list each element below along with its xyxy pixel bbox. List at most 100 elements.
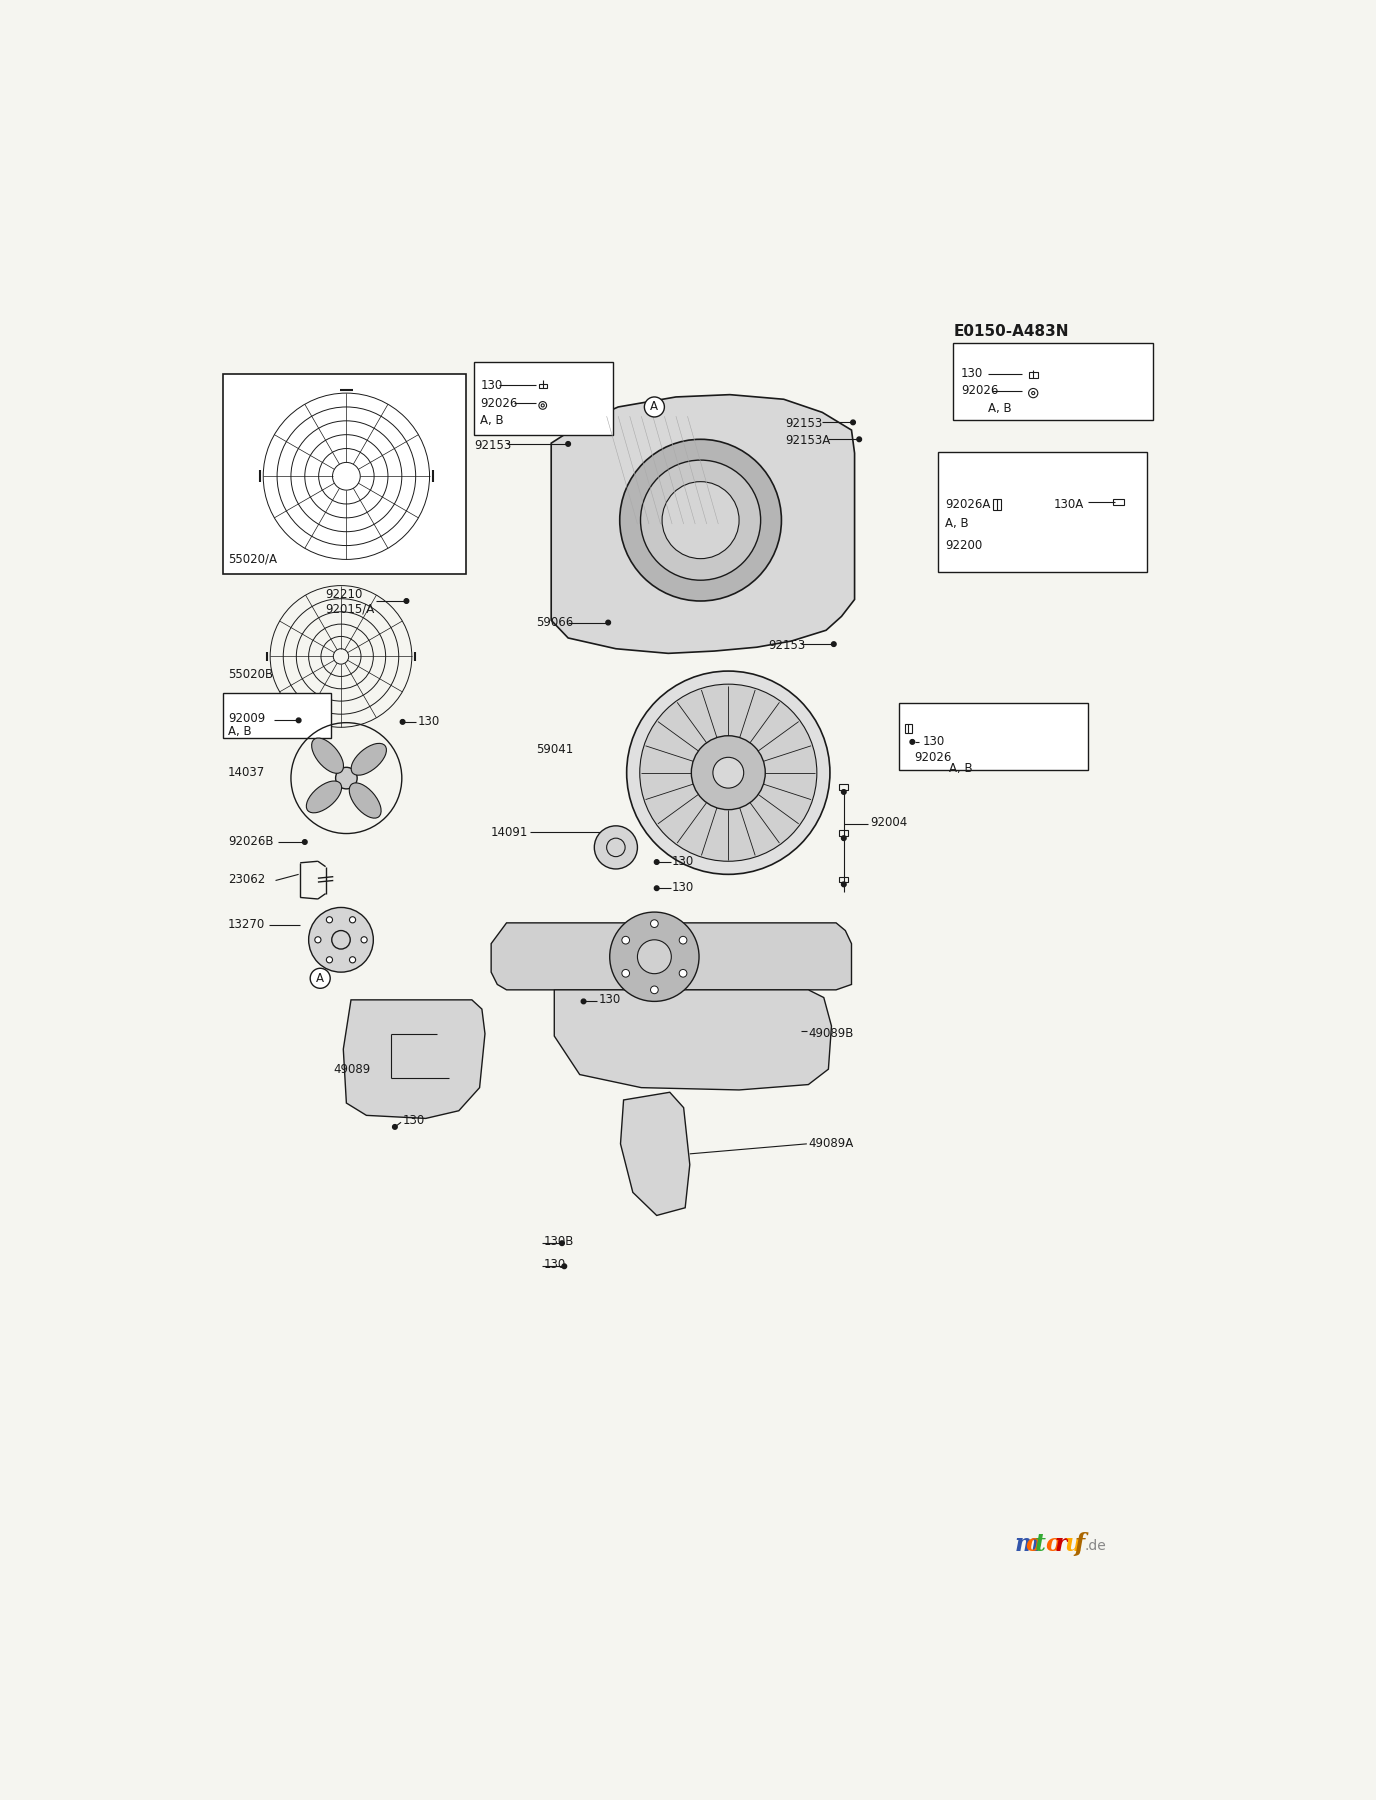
Circle shape xyxy=(713,758,743,788)
Circle shape xyxy=(336,767,358,788)
Bar xyxy=(223,693,332,738)
Text: 130: 130 xyxy=(922,734,944,747)
Bar xyxy=(475,362,612,436)
Text: A, B: A, B xyxy=(949,763,973,776)
Circle shape xyxy=(350,958,355,963)
Text: 92153: 92153 xyxy=(475,439,512,452)
Circle shape xyxy=(581,999,586,1004)
Bar xyxy=(539,383,546,389)
Text: 130A: 130A xyxy=(1053,499,1083,511)
Circle shape xyxy=(640,461,761,580)
Bar xyxy=(905,724,911,733)
Text: 92026B: 92026B xyxy=(228,835,274,848)
Circle shape xyxy=(296,718,301,722)
Circle shape xyxy=(831,643,837,646)
Text: 92210: 92210 xyxy=(326,589,363,601)
Circle shape xyxy=(651,986,658,994)
Ellipse shape xyxy=(351,743,387,776)
Text: 55020B: 55020B xyxy=(228,668,272,680)
Circle shape xyxy=(310,968,330,988)
Circle shape xyxy=(303,839,307,844)
Circle shape xyxy=(622,936,630,943)
Text: 55020/A: 55020/A xyxy=(228,553,277,565)
Text: f: f xyxy=(1075,1532,1084,1557)
Bar xyxy=(1029,373,1038,378)
Bar xyxy=(900,702,1088,770)
Circle shape xyxy=(655,886,659,891)
Circle shape xyxy=(560,1240,564,1246)
Ellipse shape xyxy=(307,781,341,814)
Circle shape xyxy=(622,970,630,977)
Circle shape xyxy=(566,441,571,446)
Text: 92026: 92026 xyxy=(915,751,952,763)
Text: 23062: 23062 xyxy=(228,873,266,886)
Circle shape xyxy=(326,916,333,923)
Circle shape xyxy=(691,736,765,810)
Text: 92200: 92200 xyxy=(945,538,982,553)
Text: 130: 130 xyxy=(960,367,982,380)
Text: .de: .de xyxy=(1084,1539,1106,1553)
Text: 130: 130 xyxy=(480,378,502,392)
Text: t: t xyxy=(1035,1532,1046,1557)
Text: 92009: 92009 xyxy=(228,711,266,725)
Text: o: o xyxy=(1044,1532,1061,1557)
Circle shape xyxy=(680,970,687,977)
Circle shape xyxy=(842,882,846,887)
Circle shape xyxy=(640,684,817,860)
Polygon shape xyxy=(491,923,852,990)
Text: 14037: 14037 xyxy=(228,767,266,779)
Circle shape xyxy=(842,835,846,841)
Text: 130: 130 xyxy=(544,1258,566,1271)
Circle shape xyxy=(405,599,409,603)
Circle shape xyxy=(400,720,405,724)
Circle shape xyxy=(626,671,830,875)
Polygon shape xyxy=(555,990,831,1091)
Text: A: A xyxy=(316,972,325,985)
Text: o: o xyxy=(1025,1532,1040,1557)
Text: A, B: A, B xyxy=(480,414,504,427)
Circle shape xyxy=(561,1264,567,1269)
Text: 92153: 92153 xyxy=(786,418,823,430)
Text: 92026A: 92026A xyxy=(945,499,991,511)
Text: 92153A: 92153A xyxy=(786,434,831,448)
Circle shape xyxy=(842,790,846,794)
Bar xyxy=(993,499,1000,509)
Text: 14091: 14091 xyxy=(491,826,528,839)
Bar xyxy=(223,374,465,574)
Text: 130: 130 xyxy=(671,855,695,868)
Polygon shape xyxy=(621,1093,689,1215)
Text: A: A xyxy=(651,400,658,414)
Text: 130: 130 xyxy=(599,994,621,1006)
Text: 49089B: 49089B xyxy=(808,1028,853,1040)
Text: 92015/A: 92015/A xyxy=(326,603,374,616)
Circle shape xyxy=(308,907,373,972)
Circle shape xyxy=(651,920,658,927)
Text: 130B: 130B xyxy=(544,1235,574,1247)
Bar xyxy=(839,785,849,790)
Text: u: u xyxy=(1065,1532,1082,1557)
Text: 130: 130 xyxy=(671,880,695,895)
Circle shape xyxy=(910,740,915,743)
Ellipse shape xyxy=(350,783,381,819)
Text: m: m xyxy=(1014,1532,1040,1557)
Circle shape xyxy=(619,439,782,601)
Bar xyxy=(839,830,849,835)
Circle shape xyxy=(326,958,333,963)
Text: 92153: 92153 xyxy=(768,639,805,652)
Circle shape xyxy=(361,936,367,943)
Bar xyxy=(937,452,1148,572)
Circle shape xyxy=(392,1125,398,1129)
Text: r: r xyxy=(1055,1532,1068,1557)
Circle shape xyxy=(662,482,739,558)
Circle shape xyxy=(610,913,699,1001)
Text: 59066: 59066 xyxy=(535,616,572,628)
Text: 49089: 49089 xyxy=(333,1062,370,1076)
Bar xyxy=(954,344,1153,419)
Text: A, B: A, B xyxy=(988,401,1011,416)
Polygon shape xyxy=(552,394,854,653)
Text: 92026: 92026 xyxy=(960,383,998,398)
Text: 130: 130 xyxy=(403,1114,425,1127)
Circle shape xyxy=(594,826,637,869)
Circle shape xyxy=(644,398,665,418)
Polygon shape xyxy=(343,999,484,1118)
